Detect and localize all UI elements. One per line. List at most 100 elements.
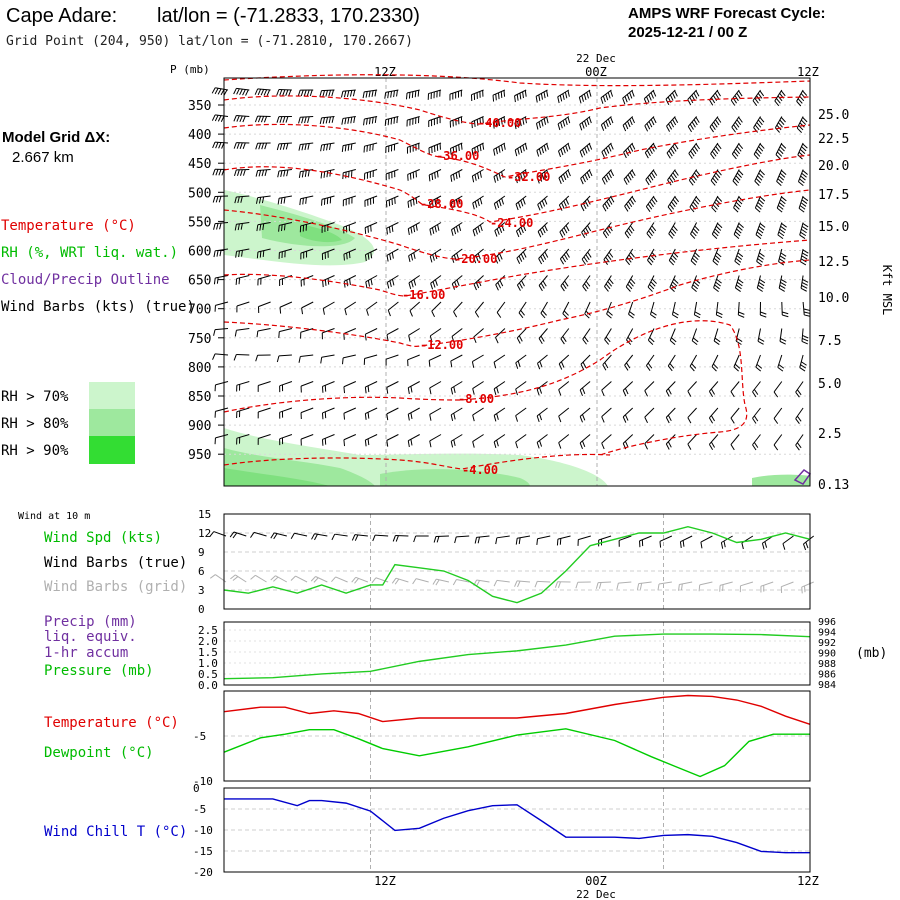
upper-barb [407,222,420,235]
upper-barb [450,407,463,422]
upper-barb [601,169,615,185]
upper-barb [693,301,701,319]
upper-barb [321,222,335,233]
upper-barb [781,301,789,318]
upper-barb [343,248,356,261]
upper-barb [558,434,570,449]
upper-barb [558,142,571,158]
true-wind-barb [515,535,531,545]
upper-barb [622,381,634,397]
upper-barb [796,116,808,133]
upper-barb [625,275,636,292]
precip-accum-label: 1-hr accum [44,645,128,661]
upper-barb [578,89,592,104]
upper-barb [708,407,719,424]
grid-wind-barb [636,581,652,590]
upper-barb [516,275,527,291]
temperature-tick-labels: -5 -10 [193,730,213,788]
isotherm-label-m36: -36.00 [436,149,479,163]
upper-barb [364,222,378,234]
upper-barb [515,195,527,211]
upper-barb [279,301,293,314]
upper-barb [492,89,506,102]
isotherm-label-m20: -20.00 [454,252,497,266]
pressure-tick-label: 850 [188,390,211,405]
upper-barb [409,301,421,317]
upper-barb [278,222,293,232]
upper-barb [472,407,484,422]
upper-barb [364,169,378,180]
upper-barb [451,275,463,290]
upper-barb [515,381,527,396]
upper-barb [407,407,420,421]
upper-barb [644,116,657,132]
upper-barb [342,195,356,207]
upper-barb [558,381,570,396]
upper-barb [628,301,635,319]
upper-barb [470,89,484,102]
upper-barb [688,169,701,186]
upper-barb [688,142,701,159]
pressure-tick-label: 350 [188,99,211,114]
upper-barb [472,381,484,395]
isotherm-label-m40: -40.00 [478,116,521,130]
upper-barb [622,434,634,450]
upper-barb [362,89,378,99]
grid-wind-barb [657,581,672,591]
upper-barb [538,248,549,265]
bottom-tick-12z-a: 12Z [374,874,396,888]
temp-tick-label: -10 [193,775,213,788]
upper-barb [580,354,591,371]
upper-barb [321,328,335,340]
bottom-date-label: 22 Dec [576,888,616,900]
upper-barb [560,275,570,292]
upper-barb [257,434,271,445]
upper-barb [255,169,271,177]
upper-barb [492,116,506,129]
grid-wind-barb [493,579,510,587]
upper-barb [214,381,229,392]
upper-barb [752,407,761,424]
upper-barb [276,354,292,363]
upper-barb [759,301,767,318]
chill-tick-label: 0 [193,782,200,795]
upper-barb [647,328,655,345]
upper-barb [343,381,357,394]
upper-barb [710,142,722,160]
upper-barb [407,434,420,447]
upper-barb [493,142,506,156]
upper-barb [235,275,250,285]
precip-tick-label: 0.5 [198,668,218,681]
true-wind-barb [741,535,754,550]
upper-barb [408,275,420,290]
upper-barb [731,142,744,160]
height-tick-label: 20.0 [818,159,849,174]
upper-barb [429,434,442,448]
grid-wind-barb [250,574,267,583]
upper-barb [364,195,378,207]
upper-barb [429,328,442,343]
upper-barb [730,407,740,424]
upper-barb [559,222,570,238]
upper-barb [320,169,335,179]
upper-barb [687,116,700,133]
upper-barb [737,301,745,318]
upper-barb [708,381,719,398]
upper-barb [495,328,506,344]
true-wind-barb [577,535,591,546]
top-tick-12z-a: 12Z [374,65,396,79]
rh80-swatch [89,409,135,436]
upper-barb [754,169,765,186]
upper-barb [407,354,420,367]
upper-barb [538,275,548,292]
upper-barb [799,354,807,372]
legend-rh: RH (%, WRT liq. wat.) [1,245,178,261]
upper-barb [257,275,271,286]
upper-barb [557,116,571,131]
mb-tick-label: 984 [818,680,836,691]
upper-barb [322,301,335,315]
upper-barb [363,354,378,365]
upper-barb [236,301,250,313]
grid-wind-barb [310,576,328,583]
upper-barb [471,169,484,183]
